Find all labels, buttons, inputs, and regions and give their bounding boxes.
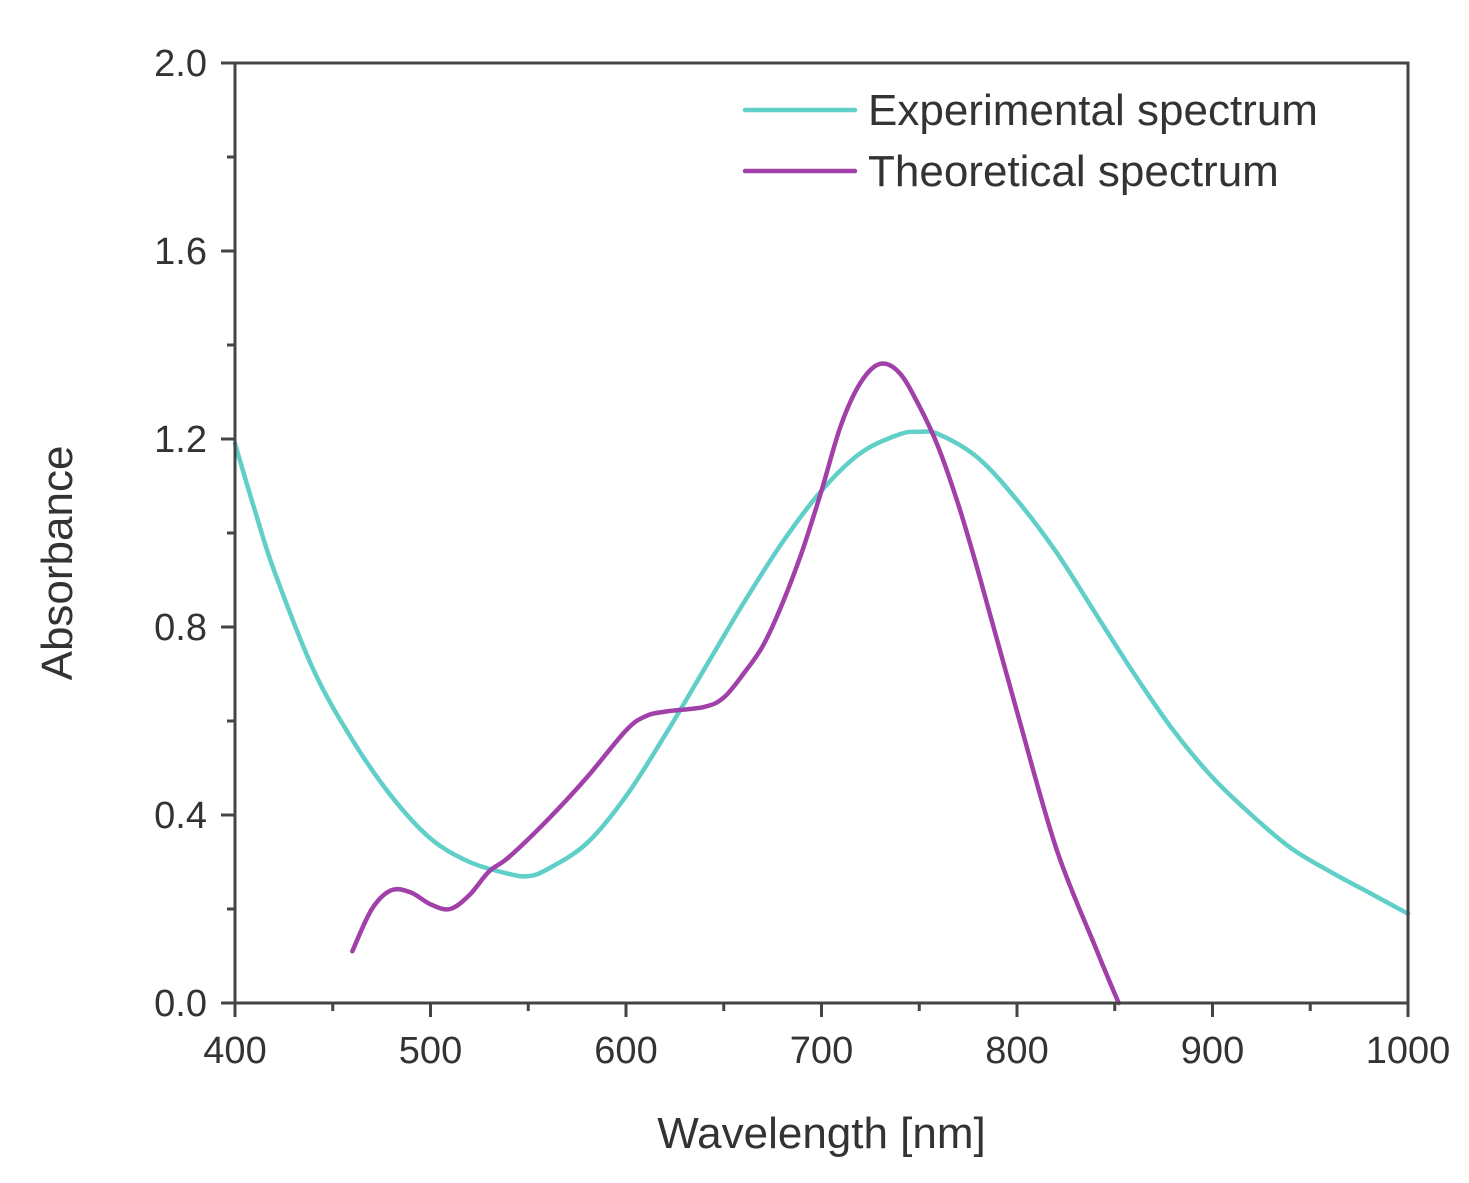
axes-layer (221, 61, 1410, 1017)
x-tick-label: 400 (203, 1030, 266, 1072)
x-tick-label: 700 (790, 1030, 853, 1072)
legend-label-theoretical: Theoretical spectrum (868, 147, 1279, 196)
y-tick-label: 2.0 (154, 43, 207, 85)
x-axis-title: Wavelength [nm] (657, 1109, 986, 1158)
y-tick-label: 1.6 (154, 231, 207, 273)
x-tick-label: 500 (399, 1030, 462, 1072)
y-tick-label: 0.0 (154, 983, 207, 1025)
y-tick-label: 1.2 (154, 419, 207, 461)
plot-frame (233, 61, 1410, 1005)
y-tick-label: 0.4 (154, 795, 207, 837)
legend: Experimental spectrum Theoretical spectru… (742, 86, 1318, 196)
experimental-spectrum-line (232, 429, 1411, 916)
x-tick-label: 1000 (1366, 1030, 1451, 1072)
legend-label-experimental: Experimental spectrum (868, 86, 1318, 135)
y-axis-title: Absorbance (33, 446, 82, 681)
x-tick-label: 900 (1181, 1030, 1244, 1072)
x-tick-label: 800 (985, 1030, 1048, 1072)
series-layer (232, 361, 1411, 1006)
y-tick-label: 0.8 (154, 607, 207, 649)
x-tick-label: 600 (594, 1030, 657, 1072)
theoretical-spectrum-line (350, 361, 1121, 1006)
labels-layer: 400 500 600 700 800 900 1000 0.0 0.4 0.8 1.2 1.6 2.0… (33, 43, 1450, 1158)
